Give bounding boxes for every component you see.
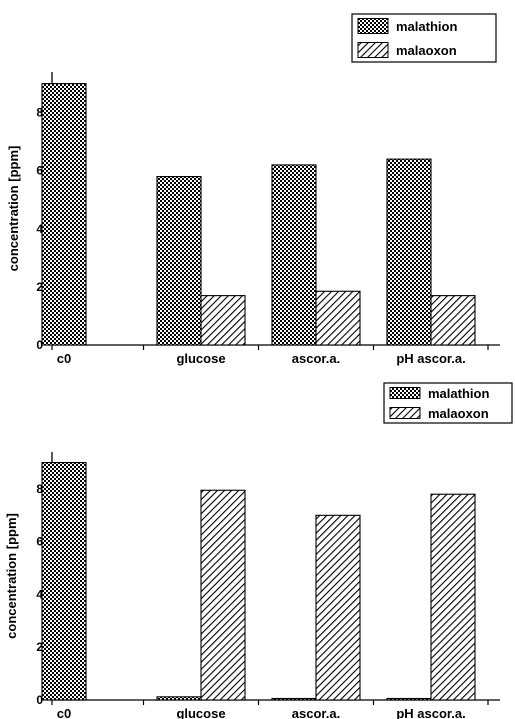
- bar-malaoxon-1: [200, 295, 246, 346]
- bar-malaoxon-3: [430, 295, 476, 346]
- y-tick-label: 8: [36, 482, 43, 496]
- legend: malathion malaoxon: [383, 382, 513, 424]
- legend-label-malaoxon: malaoxon: [428, 406, 489, 421]
- legend: malathion malaoxon: [351, 13, 497, 63]
- x-category-label: glucose: [176, 351, 225, 366]
- chart-2: 0 2 4 6 8 concentration [ppm] c0 glucose ascor.a…: [4, 382, 513, 719]
- y-axis-label: concentration [ppm]: [6, 146, 21, 272]
- legend-swatch-malathion: [389, 387, 421, 399]
- x-category-label: c0: [57, 706, 71, 719]
- bar-malathion-3: [386, 158, 432, 346]
- bar-malaoxon-1: [200, 489, 246, 701]
- bar-malaoxon-2: [315, 290, 361, 346]
- charts-container: 0 2 4 6 8 concentration [ppm] c0 glucose ascor.a…: [4, 13, 513, 719]
- bar-malathion-0: [41, 83, 87, 346]
- y-tick-label: 2: [36, 280, 43, 294]
- x-category-label: pH ascor.a.: [396, 706, 465, 719]
- bar-malathion-3: [386, 697, 432, 701]
- y-tick-label: 4: [36, 587, 43, 601]
- y-tick-label: 4: [36, 222, 43, 236]
- bar-malathion-1: [156, 696, 202, 701]
- y-tick-label: 8: [36, 106, 43, 120]
- x-category-label: pH ascor.a.: [396, 351, 465, 366]
- legend-swatch-malathion: [357, 18, 389, 34]
- legend-label-malaoxon: malaoxon: [396, 43, 457, 58]
- bar-malaoxon-3: [430, 493, 476, 701]
- bar-malathion-2: [271, 697, 317, 701]
- chart-1: 0 2 4 6 8 concentration [ppm] c0 glucose ascor.a…: [6, 13, 500, 366]
- x-category-label: glucose: [176, 706, 225, 719]
- x-category-label: c0: [57, 351, 71, 366]
- legend-label-malathion: malathion: [428, 386, 489, 401]
- y-axis-label: concentration [ppm]: [4, 513, 19, 639]
- y-tick-label: 6: [36, 164, 43, 178]
- x-category-label: ascor.a.: [292, 351, 340, 366]
- legend-label-malathion: malathion: [396, 19, 457, 34]
- y-tick-label: 0: [36, 693, 43, 707]
- bar-malaoxon-2: [315, 514, 361, 701]
- bar-malathion-1: [156, 176, 202, 346]
- bar-malathion-0: [41, 462, 87, 701]
- x-category-label: ascor.a.: [292, 706, 340, 719]
- legend-swatch-malaoxon: [389, 407, 421, 419]
- y-tick-label: 6: [36, 535, 43, 549]
- bar-malathion-2: [271, 164, 317, 346]
- y-tick-label: 0: [36, 338, 43, 352]
- y-tick-label: 2: [36, 640, 43, 654]
- legend-swatch-malaoxon: [357, 42, 389, 58]
